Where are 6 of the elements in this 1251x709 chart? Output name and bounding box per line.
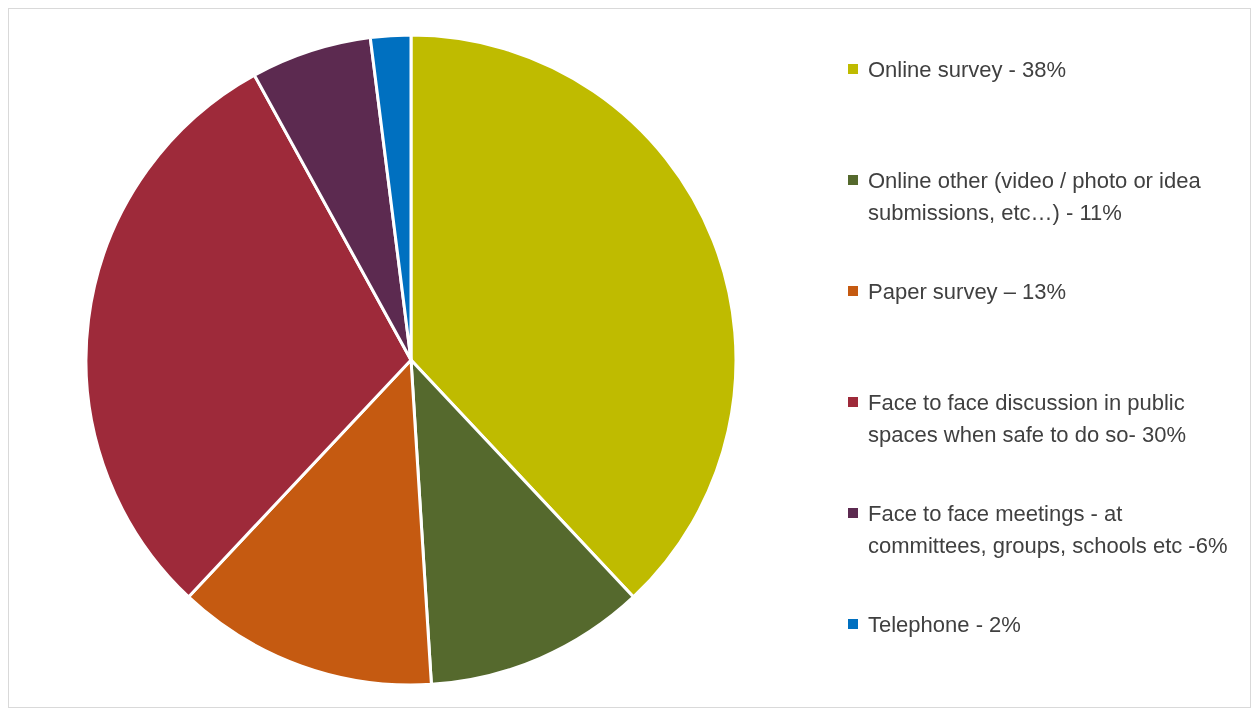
- legend-label: Online survey - 38%: [868, 56, 1067, 82]
- legend-label: Paper survey – 13%: [868, 278, 1067, 304]
- legend-label: Telephone - 2%: [868, 611, 1021, 637]
- legend-label: Face to face discussion in public spaces when safe to do so- 30%: [868, 389, 1186, 447]
- legend-label: Face to face meetings - at committees, groups, schools etc -6%: [868, 500, 1228, 558]
- legend-label: Online other (video / photo or idea submissions, etc…) - 11%: [868, 167, 1202, 225]
